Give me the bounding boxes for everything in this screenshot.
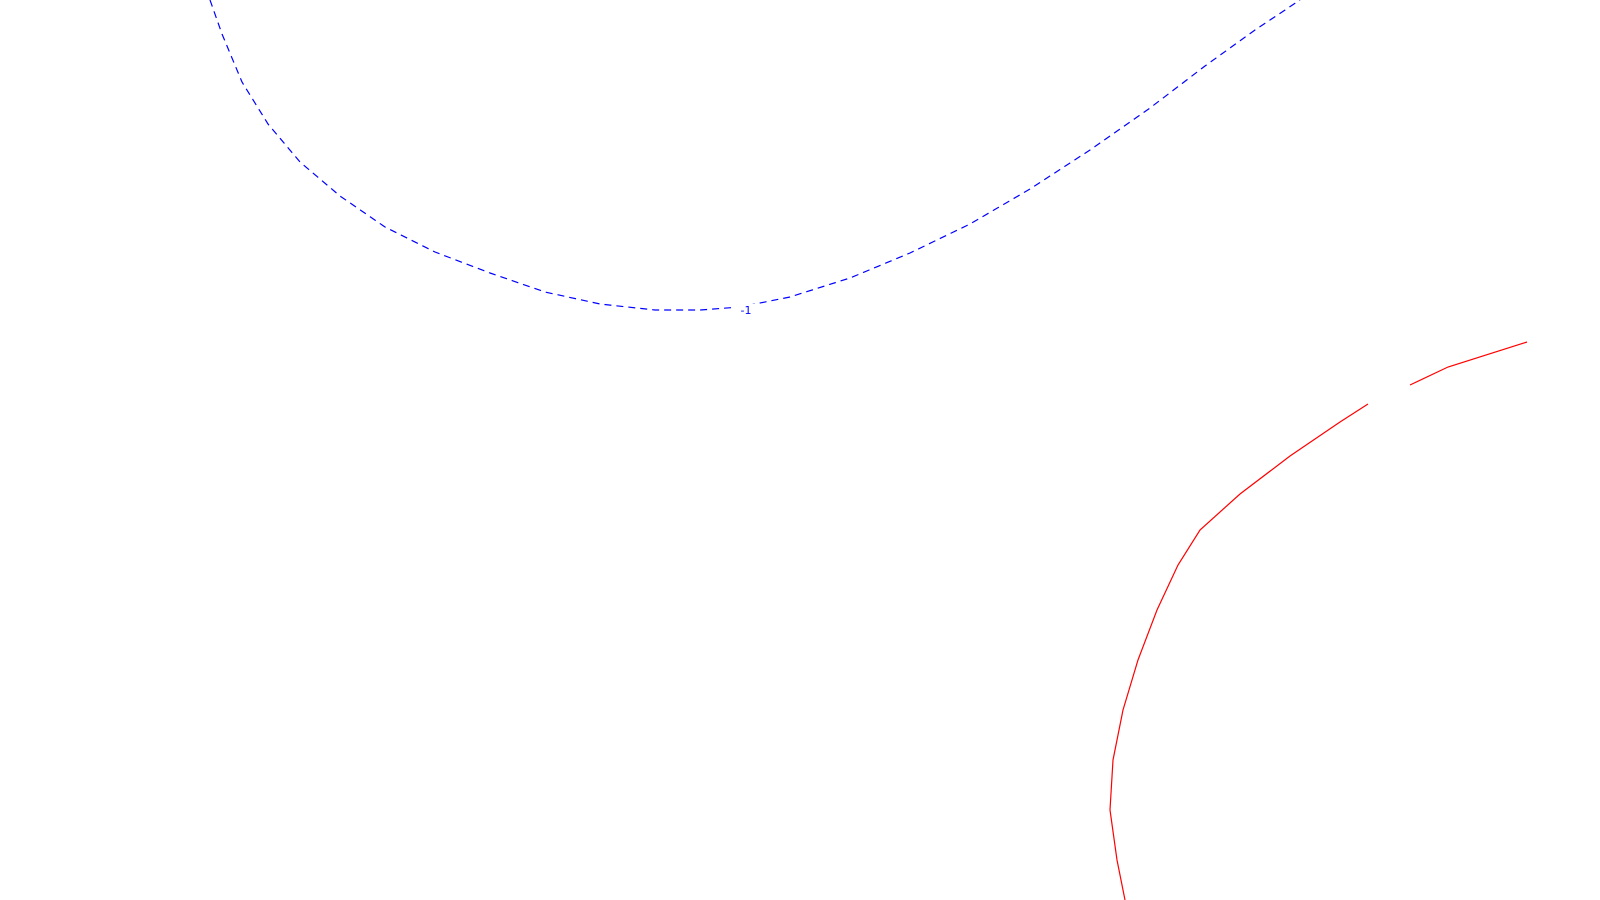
contour-line-2 <box>1109 403 1369 900</box>
contour-label-background <box>736 304 756 316</box>
contour-line-2-segment-2 <box>1409 341 1528 386</box>
contour-level-label: -1 <box>741 304 752 317</box>
contour-labels: -1 <box>736 304 756 317</box>
contour-line-1 <box>209 0 1301 311</box>
contour-lines <box>209 0 1528 900</box>
